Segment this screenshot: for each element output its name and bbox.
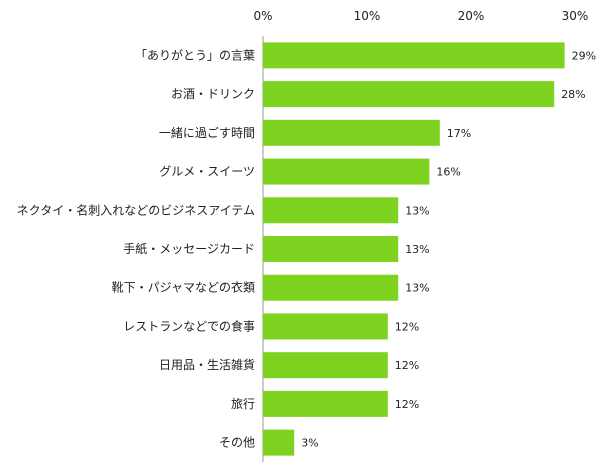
data-label: 12%: [395, 359, 419, 372]
category-label: 旅行: [231, 397, 255, 411]
bar: [263, 119, 440, 146]
category-labels: 「ありがとう」の言葉お酒・ドリンク一緒に過ごす時間グルメ・スイーツネクタイ・名刺…: [17, 47, 255, 449]
category-label: レストランなどでの食事: [123, 318, 255, 333]
data-label: 13%: [405, 243, 429, 256]
category-label: 靴下・パジャマなどの衣類: [112, 280, 255, 295]
category-label: お酒・ドリンク: [171, 87, 255, 101]
category-label: グルメ・スイーツ: [159, 165, 255, 179]
x-tick-label: 0%: [253, 9, 272, 23]
bar: [263, 236, 399, 262]
data-label: 29%: [572, 49, 596, 62]
category-label: 手紙・メッセージカード: [123, 241, 255, 256]
bar: [263, 42, 565, 69]
bar: [263, 390, 388, 417]
data-label: 13%: [405, 204, 429, 217]
category-label: 一緒に過ごす時間: [159, 125, 255, 140]
data-label: 17%: [447, 127, 471, 140]
data-label: 16%: [436, 166, 460, 179]
data-label: 28%: [561, 88, 585, 101]
data-label: 12%: [395, 398, 419, 411]
data-label: 3%: [301, 437, 318, 450]
data-label: 13%: [405, 282, 429, 295]
bar: [263, 197, 399, 224]
data-label: 12%: [395, 320, 419, 333]
category-label: その他: [219, 436, 255, 450]
x-axis-ticks: 0% 10% 20% 30%: [253, 9, 588, 23]
category-label: ネクタイ・名刺入れなどのビジネスアイテム: [17, 202, 255, 217]
bar: [263, 81, 555, 108]
bar: [263, 352, 388, 379]
value-labels: 29% 28% 17% 16% 13% 13% 13% 12% 12% 12% 3%: [301, 49, 596, 449]
x-tick-label: 30%: [562, 9, 589, 23]
bar: [263, 274, 399, 301]
category-label: 日用品・生活雑貨: [159, 357, 255, 372]
category-label: 「ありがとう」の言葉: [135, 47, 255, 62]
bar: [263, 313, 388, 340]
bars: [263, 42, 565, 456]
x-tick-label: 20%: [458, 9, 485, 23]
bar: [263, 429, 295, 456]
x-tick-label: 10%: [354, 9, 381, 23]
bar: [263, 158, 430, 185]
